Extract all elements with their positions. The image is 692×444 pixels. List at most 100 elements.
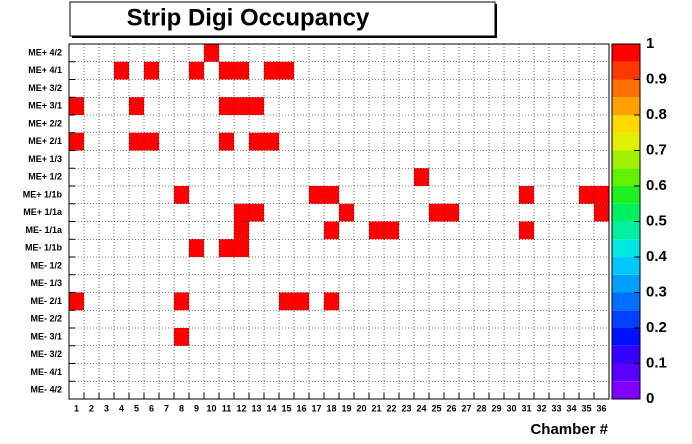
x-tick-label: 22 [386, 403, 396, 413]
y-tick-label: ME- 1/1a [25, 225, 63, 235]
colorbar-band [612, 115, 640, 133]
heat-cell [279, 61, 294, 80]
z-tick-label: 0.5 [646, 212, 667, 229]
heat-cell [294, 292, 309, 311]
z-tick-label: 0.3 [646, 283, 667, 300]
heat-cell [519, 221, 534, 240]
heat-cell [234, 221, 249, 240]
y-tick-label: ME- 2/2 [30, 314, 62, 324]
colorbar-band [612, 44, 640, 62]
x-tick-label: 7 [164, 403, 169, 413]
y-tick-label: ME- 1/3 [30, 278, 62, 288]
heat-cell [264, 132, 279, 151]
colorbar-band [612, 97, 640, 115]
y-tick-label: ME- 3/2 [30, 349, 62, 359]
x-tick-label: 30 [506, 403, 516, 413]
z-tick-label: 0.7 [646, 141, 667, 158]
x-tick-label: 34 [566, 403, 576, 413]
heat-cell [249, 132, 264, 151]
heat-cell [219, 239, 234, 257]
heat-cell [324, 186, 339, 204]
y-tick-label: ME+ 1/2 [28, 172, 62, 182]
heat-cell [219, 61, 234, 80]
z-tick-label: 0.9 [646, 70, 667, 87]
x-tick-label: 5 [134, 403, 139, 413]
x-tick-label: 16 [296, 403, 306, 413]
heat-cell [594, 203, 609, 222]
x-tick-label: 2 [89, 403, 94, 413]
title-box [69, 1, 496, 37]
x-tick-label: 20 [356, 403, 366, 413]
x-tick-label: 4 [119, 403, 124, 413]
colorbar-band [612, 203, 640, 222]
x-tick-label: 29 [491, 403, 501, 413]
heat-cell [144, 61, 159, 80]
heat-cell [429, 203, 444, 222]
colorbar-band [612, 150, 640, 169]
heat-cell [219, 97, 234, 115]
heat-cell [204, 44, 219, 62]
z-tick-label: 1 [646, 35, 654, 52]
y-tick-label: ME+ 1/1b [23, 189, 63, 199]
x-tick-label: 33 [551, 403, 561, 413]
heat-cell [219, 132, 234, 151]
colorbar-band [612, 310, 640, 328]
z-tick-label: 0 [646, 390, 654, 407]
z-tick-label: 0.6 [646, 177, 667, 194]
heat-cell [69, 292, 84, 311]
colorbar-band [612, 79, 640, 98]
x-tick-label: 15 [281, 403, 291, 413]
y-tick-label: ME+ 3/1 [28, 101, 62, 111]
heat-cell [249, 203, 264, 222]
x-tick-label: 18 [326, 403, 336, 413]
y-tick-label: ME- 1/2 [30, 260, 62, 270]
x-tick-label: 24 [416, 403, 426, 413]
heat-cell [234, 239, 249, 257]
heat-cell [414, 168, 429, 186]
heat-cell [519, 186, 534, 204]
x-tick-label: 35 [581, 403, 591, 413]
z-tick-label: 0.2 [646, 319, 667, 336]
heat-cell [234, 61, 249, 80]
x-tick-label: 28 [476, 403, 486, 413]
y-tick-label: ME- 1/1b [25, 243, 63, 253]
heat-cell [234, 97, 249, 115]
x-tick-label: 19 [341, 403, 351, 413]
y-tick-label: ME+ 1/3 [28, 154, 62, 164]
colorbar-band [612, 61, 640, 80]
y-tick-label: ME- 4/1 [30, 367, 62, 377]
x-tick-label: 8 [179, 403, 184, 413]
heat-cell [264, 61, 279, 80]
heat-cell [144, 132, 159, 151]
y-tick-label: ME- 3/1 [30, 331, 62, 341]
y-tick-label: ME+ 4/1 [28, 65, 62, 75]
heat-cell [309, 186, 324, 204]
colorbar-band [612, 239, 640, 257]
z-tick-label: 0.4 [646, 248, 668, 265]
x-axis-label: Chamber # [530, 421, 608, 438]
y-tick-label: ME+ 1/1a [23, 207, 63, 217]
y-tick-label: ME- 4/2 [30, 385, 62, 395]
heat-cell [69, 97, 84, 115]
x-tick-label: 26 [446, 403, 456, 413]
y-tick-label: ME- 2/1 [30, 296, 62, 306]
heat-cell [594, 186, 609, 204]
colorbar-band [612, 221, 640, 240]
colorbar-band [612, 257, 640, 275]
colorbar-band [612, 381, 640, 399]
y-tick-label: ME+ 4/2 [28, 47, 62, 57]
colorbar-band [612, 363, 640, 382]
x-tick-label: 32 [536, 403, 546, 413]
z-tick-label: 0.8 [646, 106, 667, 123]
x-tick-label: 14 [266, 403, 276, 413]
heat-cell [339, 203, 354, 222]
x-tick-label: 6 [149, 403, 154, 413]
heat-cell [324, 292, 339, 311]
y-tick-label: ME+ 2/2 [28, 118, 62, 128]
x-tick-label: 36 [596, 403, 606, 413]
x-tick-label: 21 [371, 403, 381, 413]
heat-cell [174, 186, 189, 204]
colorbar-band [612, 132, 640, 151]
heat-cell [369, 221, 384, 240]
